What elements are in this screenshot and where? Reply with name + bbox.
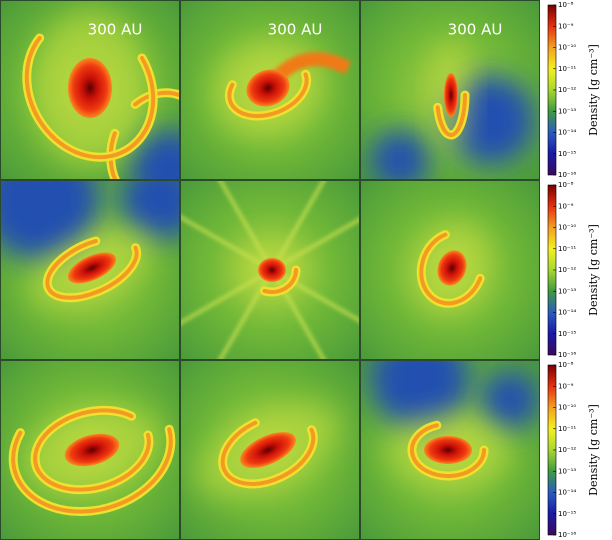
colorbar-label: Density [g cm⁻³] [587, 224, 600, 316]
filament [180, 215, 273, 272]
disk [258, 258, 286, 282]
colorbar-tick-label: 10⁻¹⁴ [558, 129, 576, 137]
colorbar-tick-label: 10⁻⁹ [558, 22, 574, 30]
panel [360, 360, 540, 540]
colorbar-tick-label: 10⁻¹⁵ [558, 510, 576, 518]
low-density-region [0, 180, 100, 260]
scale-label: 300 AU [448, 21, 503, 39]
panel-border [180, 0, 360, 180]
spiral-arm-core [45, 239, 139, 300]
colorbar-tick-label: 10⁻¹⁴ [558, 309, 576, 317]
disk [437, 250, 467, 286]
spiral-arm-core [419, 232, 483, 306]
colorbar-tick-label: 10⁻¹¹ [558, 65, 576, 73]
spiral-arm-core [24, 35, 156, 160]
scale-label: 300 AU [268, 21, 323, 39]
panel [180, 180, 360, 360]
colorbar-tick-label: 10⁻¹² [558, 266, 576, 274]
colorbar-tick-label: 10⁻⁸ [558, 181, 574, 189]
spiral-arm-core [410, 423, 486, 478]
colorbar-tick-label: 10⁻¹³ [558, 287, 576, 295]
colorbar-tick-label: 10⁻⁹ [558, 202, 574, 210]
colorbar-tick-label: 10⁻¹⁵ [558, 330, 576, 338]
spiral-arm-core [108, 90, 180, 180]
panel [360, 180, 540, 360]
panel-border [180, 180, 360, 360]
panel [0, 0, 180, 180]
colorbar-label: Density [g cm⁻³] [587, 404, 600, 496]
panel-grid: 300 AU 300 AU 300 AU [0, 0, 540, 540]
panel [180, 360, 360, 540]
disk [424, 436, 472, 464]
colorbar-tick-label: 10⁻¹¹ [558, 425, 576, 433]
low-density-region [480, 370, 540, 430]
scale-label: 300 AU [88, 21, 143, 39]
filament [271, 217, 360, 272]
panel [0, 360, 180, 540]
colorbar-tick-label: 10⁻¹¹ [558, 245, 576, 253]
colorbar-tick-label: 10⁻¹² [558, 446, 576, 454]
disk [68, 58, 112, 118]
disk [246, 69, 290, 107]
filament [270, 180, 326, 271]
panel [180, 0, 360, 180]
colorbar-tick-label: 10⁻¹⁰ [558, 44, 576, 52]
colorbar-tick-label: 10⁻⁹ [558, 382, 574, 390]
spiral-arm-core [220, 420, 316, 486]
low-density-region [370, 360, 470, 430]
disk [444, 73, 458, 117]
colorbar-tick-label: 10⁻⁸ [558, 1, 574, 9]
filament [180, 268, 273, 325]
spiral-arm-core [227, 72, 309, 118]
colorbar-tick-label: 10⁻¹⁶ [558, 171, 576, 179]
colorbar-tick-label: 10⁻¹⁰ [558, 224, 576, 232]
colorbar-label: Density [g cm⁻³] [587, 44, 600, 136]
colorbar-tick-label: 10⁻¹² [558, 86, 576, 94]
colorbar-tick-label: 10⁻¹⁶ [558, 351, 576, 359]
panel [360, 0, 540, 180]
low-density-region [120, 180, 180, 240]
colorbar-tick-label: 10⁻¹⁵ [558, 150, 576, 158]
colorbars: 10⁻⁸ 10⁻⁹ 10⁻¹⁰ 10⁻¹¹ 10⁻¹² 10⁻¹³ 10⁻¹⁴ 10⁻¹⁵ 10… [547, 1, 600, 539]
disk [64, 433, 120, 467]
filament [218, 180, 274, 271]
disk [240, 432, 296, 468]
panel-border [0, 0, 180, 180]
spiral-arm-core [435, 93, 467, 137]
colorbar-tick-label: 10⁻¹³ [558, 107, 576, 115]
low-density-region [370, 130, 430, 180]
colorbar-tick-label: 10⁻¹⁶ [558, 531, 576, 539]
spiral-arm-core [33, 408, 151, 492]
panel-border [0, 180, 180, 360]
colorbar-tick-label: 10⁻¹⁴ [558, 489, 576, 497]
disk [67, 252, 117, 284]
colorbar-tick-label: 10⁻⁸ [558, 361, 574, 369]
panel-border [360, 180, 540, 360]
colorbar-tick-label: 10⁻¹³ [558, 467, 576, 475]
spiral-arm-core [262, 268, 298, 294]
panel-border [360, 0, 540, 180]
colorbar-tick-label: 10⁻¹⁰ [558, 404, 576, 412]
spiral-arm-core [11, 427, 173, 514]
panel [0, 180, 180, 360]
